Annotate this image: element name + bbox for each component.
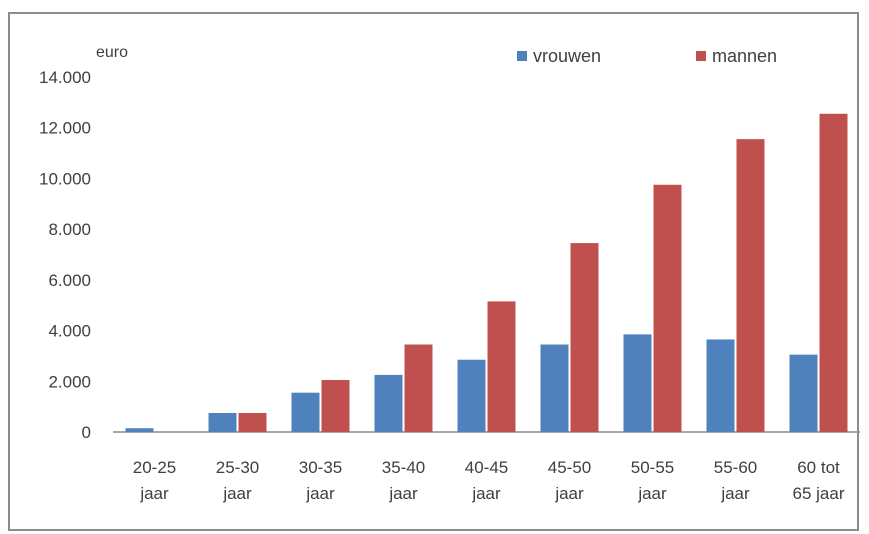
x-tick-label: jaar [471,484,501,503]
bar-vrouwen-6 [623,334,652,432]
bar-vrouwen-7 [706,339,735,432]
x-tick-label: jaar [637,484,667,503]
y-tick-label: 10.000 [39,169,91,188]
unit-label: euro [96,44,128,61]
bar-mannen-3 [404,344,433,432]
x-tick-label: 55-60 [714,458,757,477]
bar-vrouwen-2 [291,392,320,432]
x-tick-label: 45-50 [548,458,591,477]
x-tick-label: 30-35 [299,458,342,477]
y-axis-ticks: 0 2.000 4.000 6.000 8.000 10.000 12.000 14.000 [39,68,91,442]
bar-mannen-7 [736,139,765,432]
legend-label-mannen: mannen [712,46,777,66]
x-tick-label: jaar [222,484,252,503]
bar-vrouwen-3 [374,374,403,432]
y-tick-label: 2.000 [48,372,91,391]
x-tick-label: jaar [554,484,584,503]
bar-mannen-5 [570,243,599,432]
x-axis-labels: 20-25 jaar 25-30 jaar 30-35 jaar 35-40 jaar 40-4… [133,458,845,503]
y-tick-label: 0 [82,423,91,442]
x-tick-label: 20-25 [133,458,176,477]
x-tick-label: jaar [305,484,335,503]
legend-label-vrouwen: vrouwen [533,46,601,66]
bar-mannen-2 [321,380,350,432]
x-tick-label: 50-55 [631,458,674,477]
x-tick-label: jaar [139,484,169,503]
chart-frame [8,12,859,531]
y-tick-label: 6.000 [48,271,91,290]
bar-mannen-6 [653,184,682,432]
bar-vrouwen-1 [208,412,237,432]
legend-swatch-mannen [696,51,706,61]
x-tick-label: 60 tot [797,458,840,477]
x-tick-label: 40-45 [465,458,508,477]
y-tick-label: 14.000 [39,68,91,87]
x-tick-label: 65 jaar [793,484,845,503]
bar-vrouwen-0 [125,428,154,432]
bar-mannen-4 [487,301,516,432]
x-tick-label: 25-30 [216,458,259,477]
bar-mannen-8 [819,113,848,433]
y-tick-label: 12.000 [39,119,91,138]
bar-mannen-1 [238,412,267,432]
y-tick-label: 8.000 [48,220,91,239]
bar-vrouwen-5 [540,344,569,432]
x-tick-label: jaar [720,484,750,503]
legend: vrouwen mannen [517,46,777,66]
y-tick-label: 4.000 [48,322,91,341]
x-tick-label: jaar [388,484,418,503]
bar-vrouwen-8 [789,354,818,432]
legend-swatch-vrouwen [517,51,527,61]
bar-vrouwen-4 [457,359,486,432]
bars-group [125,113,848,433]
x-tick-label: 35-40 [382,458,425,477]
